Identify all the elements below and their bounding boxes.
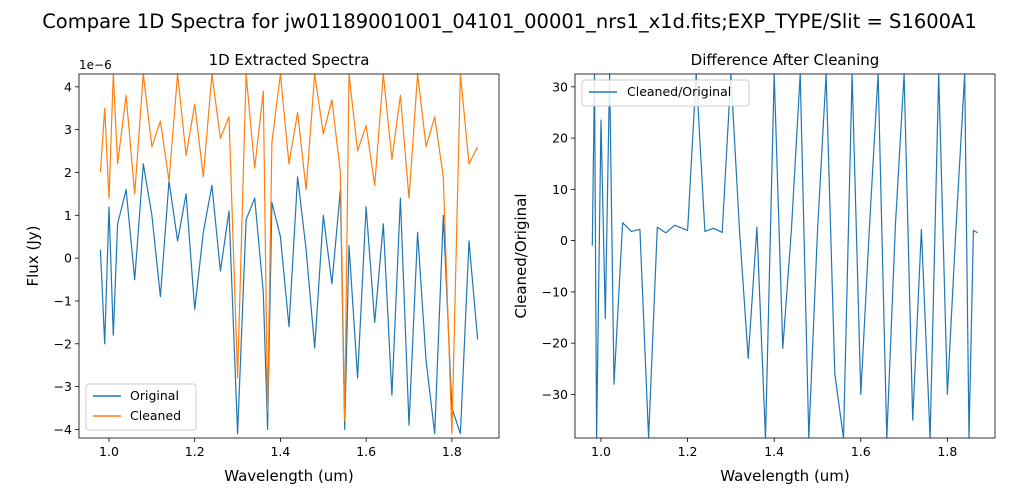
series-line-cleaned [99, 74, 479, 435]
y-tick-label: 0 [64, 251, 72, 266]
y-tick-label: −2 [54, 336, 72, 351]
plot-frame [574, 73, 996, 439]
x-tick-label: 1.8 [442, 444, 462, 459]
legend-label-cleaned: Cleaned [130, 408, 181, 423]
panel-1d-extracted-spectra: 1D Extracted Spectra 1.0 1.2 1.4 1.6 1.8 −4 −3… [24, 51, 500, 485]
x-axis-label: Wavelength (um) [224, 467, 354, 485]
y-tick-label: 20 [552, 131, 568, 146]
legend-label-cleaned-original: Cleaned/Original [627, 84, 731, 99]
y-tick-label: 2 [64, 165, 72, 180]
y-axis-label: Flux (Jy) [24, 226, 42, 287]
y-tick-label: 4 [64, 79, 72, 94]
x-tick-label: 1.2 [185, 444, 205, 459]
plot-frame [78, 73, 500, 439]
y-offset-label: 1e−6 [79, 58, 112, 72]
series-line-original [99, 163, 479, 435]
x-tick-label: 1.2 [678, 444, 698, 459]
y-tick-label: −20 [542, 336, 568, 351]
y-tick-label: −3 [54, 379, 72, 394]
legend: Original Cleaned [85, 383, 197, 431]
y-tick-label: 1 [64, 208, 72, 223]
x-tick-label: 1.6 [851, 444, 871, 459]
series-line-cleaned-original [591, 74, 979, 438]
y-tick-label: 10 [552, 182, 568, 197]
y-tick-label: 30 [552, 79, 568, 94]
legend-frame [581, 79, 750, 107]
x-tick-label: 1.0 [99, 444, 119, 459]
panel-title: Difference After Cleaning [691, 51, 880, 69]
figure-suptitle: Compare 1D Spectra for jw01189001001_041… [42, 10, 977, 33]
x-tick-label: 1.8 [937, 444, 957, 459]
y-tick-label: 3 [64, 122, 72, 137]
x-tick-label: 1.0 [591, 444, 611, 459]
panel-difference-after-cleaning: Difference After Cleaning 1.0 1.2 1.4 1.6 1.… [512, 51, 996, 485]
x-axis-label: Wavelength (um) [720, 467, 850, 485]
y-tick-label: −30 [542, 387, 568, 402]
y-tick-label: −1 [54, 293, 72, 308]
y-axis-label: Cleaned/Original [512, 193, 530, 318]
y-tick-label: 0 [560, 233, 568, 248]
x-tick-label: 1.6 [356, 444, 376, 459]
panel-title: 1D Extracted Spectra [209, 51, 370, 69]
y-tick-label: −10 [542, 284, 568, 299]
x-tick-label: 1.4 [270, 444, 290, 459]
legend: Cleaned/Original [581, 79, 750, 107]
legend-label-original: Original [130, 388, 179, 403]
y-tick-label: −4 [54, 422, 72, 437]
x-tick-label: 1.4 [764, 444, 784, 459]
